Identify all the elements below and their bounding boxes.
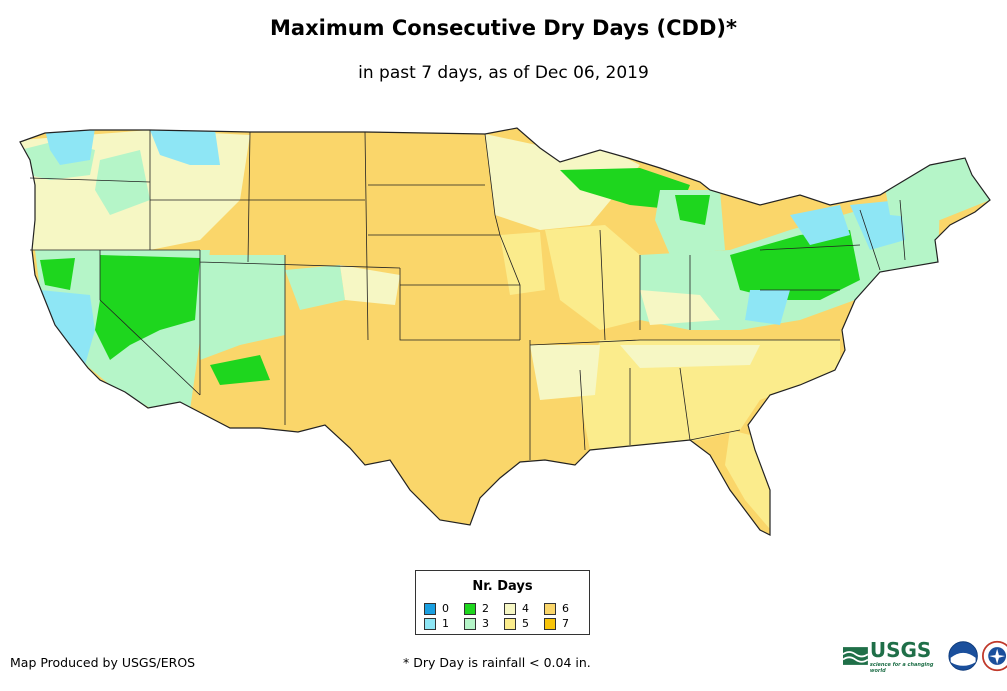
legend: Nr. Days 0 1 2 3 4 5 6 7	[415, 570, 590, 635]
legend-swatch	[464, 617, 476, 630]
legend-swatch	[464, 602, 476, 615]
usgs-logo: USGS science for a changing world	[843, 638, 942, 674]
region-5-days	[500, 232, 545, 295]
legend-swatch	[424, 602, 436, 615]
legend-swatch	[504, 617, 516, 630]
legend-label: 0	[442, 602, 449, 615]
legend-item: 6	[544, 602, 569, 615]
nws-seal-icon	[982, 640, 1007, 672]
usgs-wordmark: USGS	[869, 638, 932, 662]
legend-item: 2	[464, 602, 489, 615]
region-2-days	[560, 168, 690, 210]
usgs-wave-icon	[843, 647, 868, 665]
region-2-days	[95, 255, 200, 360]
legend-item: 4	[504, 602, 529, 615]
region-4-days	[530, 345, 600, 400]
legend-item: 1	[424, 617, 449, 630]
map-title: Maximum Consecutive Dry Days (CDD)*	[270, 16, 737, 40]
dry-days-regions	[20, 128, 990, 535]
region-4-days	[640, 290, 720, 325]
region-3-days	[200, 255, 285, 360]
legend-label: 4	[522, 602, 529, 615]
footnote-text: * Dry Day is rainfall < 0.04 in.	[403, 655, 591, 670]
region-1-day	[45, 128, 95, 165]
region-1-day	[150, 130, 220, 165]
region-3-days	[285, 265, 345, 310]
agency-logos: USGS science for a changing world	[843, 638, 1007, 674]
legend-swatch	[544, 617, 556, 630]
region-1-day	[745, 290, 790, 325]
legend-swatch	[504, 602, 516, 615]
state-boundaries	[19, 127, 991, 536]
legend-label: 7	[562, 617, 569, 630]
region-1-day	[40, 290, 95, 365]
legend-item: 0	[424, 602, 449, 615]
legend-item: 7	[544, 617, 569, 630]
legend-swatch	[424, 617, 436, 630]
legend-item: 5	[504, 617, 529, 630]
region-4-days	[485, 134, 640, 230]
region-4-days	[620, 345, 760, 368]
legend-swatch	[544, 602, 556, 615]
region-1-day	[790, 205, 850, 245]
usgs-tagline: science for a changing world	[869, 662, 934, 674]
region-3-days	[95, 150, 150, 215]
legend-label: 5	[522, 617, 529, 630]
legend-item: 3	[464, 617, 489, 630]
legend-title: Nr. Days	[472, 579, 533, 594]
region-2-days	[40, 258, 75, 290]
legend-label: 1	[442, 617, 449, 630]
noaa-seal-icon	[948, 641, 978, 671]
region-5-days	[545, 225, 640, 330]
region-2-days	[210, 355, 270, 385]
legend-label: 3	[482, 617, 489, 630]
us-dry-days-map	[19, 127, 991, 536]
map-subtitle: in past 7 days, as of Dec 06, 2019	[358, 63, 649, 83]
region-2-days	[675, 195, 710, 225]
region-4-days	[340, 265, 400, 305]
legend-label: 6	[562, 602, 569, 615]
region-2-days	[730, 230, 860, 300]
legend-label: 2	[482, 602, 489, 615]
credit-text: Map Produced by USGS/EROS	[10, 655, 196, 670]
